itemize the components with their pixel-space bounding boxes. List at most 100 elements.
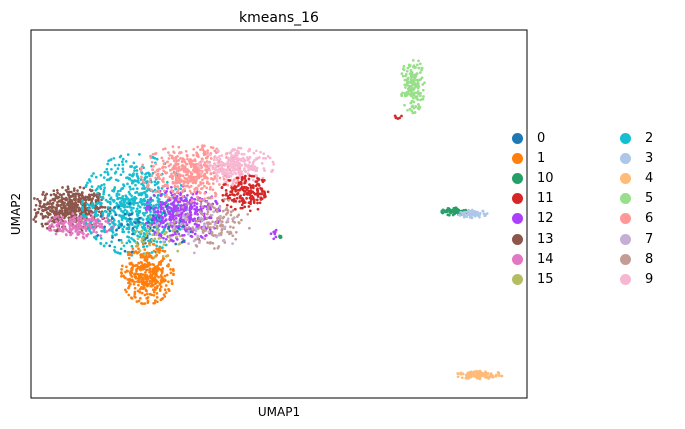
point-cluster-1 <box>130 275 134 278</box>
point-cluster-1 <box>144 271 147 274</box>
point-cluster-12 <box>164 223 168 227</box>
point-cluster-8 <box>212 234 215 237</box>
point-cluster-13 <box>92 192 96 195</box>
point-cluster-13 <box>63 212 67 216</box>
point-cluster-4 <box>457 372 460 375</box>
point-cluster-11 <box>242 192 246 196</box>
point-cluster-14 <box>55 220 59 223</box>
point-cluster-2 <box>106 173 110 176</box>
point-cluster-3 <box>485 212 489 215</box>
point-cluster-6 <box>195 151 198 155</box>
point-cluster-1 <box>164 291 168 294</box>
legend-label-3: 3 <box>645 150 654 166</box>
point-cluster-4 <box>459 371 463 375</box>
point-cluster-14 <box>72 219 76 223</box>
point-cluster-6 <box>170 176 174 180</box>
point-cluster-13 <box>69 210 73 214</box>
point-cluster-1 <box>120 268 123 271</box>
point-cluster-6 <box>168 169 172 172</box>
point-cluster-11 <box>226 194 230 198</box>
point-cluster-12 <box>171 214 174 218</box>
point-cluster-2 <box>153 180 157 184</box>
point-cluster-5 <box>403 78 407 82</box>
point-cluster-1 <box>133 294 136 298</box>
point-cluster-1 <box>138 287 142 291</box>
point-cluster-14 <box>75 227 79 231</box>
point-cluster-3 <box>472 211 476 214</box>
point-cluster-9 <box>263 169 266 172</box>
point-cluster-13 <box>48 209 52 212</box>
point-cluster-2 <box>156 206 160 210</box>
point-cluster-1 <box>145 297 149 300</box>
point-cluster-15 <box>162 243 166 246</box>
point-cluster-2 <box>141 222 145 225</box>
point-cluster-1 <box>167 289 171 292</box>
point-cluster-6 <box>188 189 192 193</box>
point-cluster-12 <box>170 185 173 189</box>
point-cluster-0 <box>177 227 180 230</box>
point-cluster-2 <box>126 182 129 186</box>
point-cluster-15 <box>177 242 181 246</box>
point-cluster-11 <box>252 174 256 178</box>
legend-label-15: 15 <box>537 271 554 287</box>
point-cluster-6 <box>185 177 189 181</box>
point-cluster-13 <box>43 205 47 209</box>
point-cluster-2 <box>149 210 152 214</box>
point-cluster-1 <box>127 256 131 260</box>
point-cluster-1 <box>155 274 159 277</box>
point-cluster-8 <box>248 226 251 230</box>
point-cluster-11 <box>244 190 247 193</box>
point-cluster-6 <box>161 159 165 163</box>
point-cluster-6 <box>140 166 143 170</box>
point-cluster-14 <box>68 218 72 222</box>
point-cluster-12 <box>189 205 193 209</box>
point-cluster-6 <box>185 153 189 157</box>
legend-marker-14 <box>512 253 523 265</box>
point-cluster-2 <box>131 197 134 200</box>
point-cluster-2 <box>105 210 108 214</box>
point-cluster-6 <box>186 181 190 185</box>
point-cluster-15 <box>157 228 161 232</box>
point-cluster-6 <box>165 193 168 197</box>
point-cluster-2 <box>84 215 88 218</box>
point-cluster-1 <box>153 276 157 279</box>
point-cluster-5 <box>415 72 419 75</box>
point-cluster-12 <box>218 209 221 212</box>
point-cluster-2 <box>94 210 98 214</box>
point-cluster-4 <box>475 375 479 379</box>
point-cluster-11 <box>256 207 260 211</box>
point-cluster-0 <box>96 233 100 237</box>
point-cluster-6 <box>181 190 184 194</box>
point-cluster-5 <box>410 86 414 90</box>
point-cluster-9 <box>220 164 223 167</box>
point-cluster-2 <box>121 170 125 173</box>
legend-label-4: 4 <box>645 170 654 186</box>
legend-item-4: 4 <box>620 168 653 188</box>
point-cluster-1 <box>148 263 152 267</box>
point-cluster-12 <box>189 207 193 211</box>
point-cluster-3 <box>470 216 474 220</box>
point-cluster-6 <box>167 151 170 154</box>
point-cluster-13 <box>45 192 49 196</box>
point-cluster-13 <box>86 197 90 201</box>
point-cluster-2 <box>100 229 103 233</box>
point-cluster-1 <box>161 278 165 281</box>
point-cluster-2 <box>131 206 134 210</box>
point-cluster-2 <box>81 206 84 209</box>
point-cluster-13 <box>34 220 38 223</box>
legend-label-9: 9 <box>645 271 654 287</box>
point-cluster-14 <box>53 228 56 232</box>
point-cluster-6 <box>193 178 197 182</box>
point-cluster-9 <box>227 158 231 162</box>
point-cluster-11 <box>241 206 244 210</box>
point-cluster-9 <box>226 161 230 164</box>
point-cluster-6 <box>170 196 173 200</box>
point-cluster-2 <box>159 240 162 244</box>
point-cluster-12 <box>193 204 196 207</box>
point-cluster-1 <box>145 257 149 261</box>
point-cluster-14 <box>70 228 74 231</box>
point-cluster-11 <box>244 179 247 183</box>
point-cluster-2 <box>94 175 98 179</box>
point-cluster-2 <box>107 212 110 216</box>
point-cluster-9 <box>226 174 230 177</box>
